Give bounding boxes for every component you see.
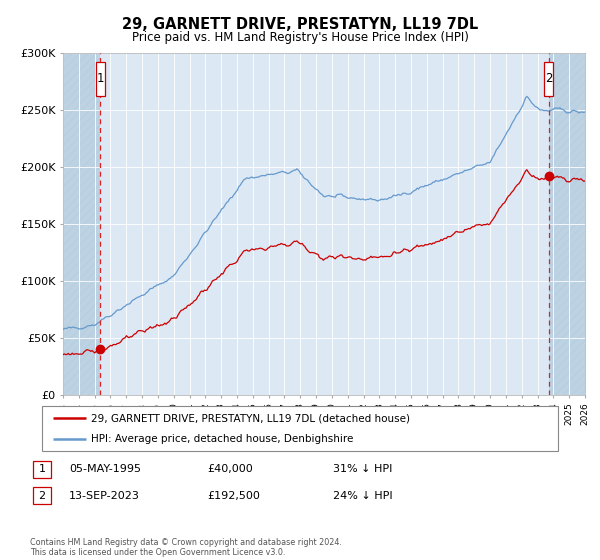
Text: 2: 2: [38, 491, 46, 501]
Text: Price paid vs. HM Land Registry's House Price Index (HPI): Price paid vs. HM Land Registry's House …: [131, 31, 469, 44]
FancyBboxPatch shape: [96, 62, 105, 96]
Text: 05-MAY-1995: 05-MAY-1995: [69, 464, 141, 474]
FancyBboxPatch shape: [544, 62, 553, 96]
Text: 29, GARNETT DRIVE, PRESTATYN, LL19 7DL (detached house): 29, GARNETT DRIVE, PRESTATYN, LL19 7DL (…: [91, 413, 410, 423]
Text: 1: 1: [97, 72, 104, 85]
Text: Contains HM Land Registry data © Crown copyright and database right 2024.
This d: Contains HM Land Registry data © Crown c…: [30, 538, 342, 557]
Text: 31% ↓ HPI: 31% ↓ HPI: [333, 464, 392, 474]
Text: £40,000: £40,000: [207, 464, 253, 474]
FancyBboxPatch shape: [42, 406, 558, 451]
Text: 1: 1: [38, 464, 46, 474]
Text: 29, GARNETT DRIVE, PRESTATYN, LL19 7DL: 29, GARNETT DRIVE, PRESTATYN, LL19 7DL: [122, 17, 478, 32]
Text: 2: 2: [545, 72, 553, 85]
Text: £192,500: £192,500: [207, 491, 260, 501]
Text: 13-SEP-2023: 13-SEP-2023: [69, 491, 140, 501]
Bar: [549, 53, 585, 395]
Text: HPI: Average price, detached house, Denbighshire: HPI: Average price, detached house, Denb…: [91, 433, 353, 444]
Bar: [63, 53, 100, 395]
Text: 24% ↓ HPI: 24% ↓ HPI: [333, 491, 392, 501]
